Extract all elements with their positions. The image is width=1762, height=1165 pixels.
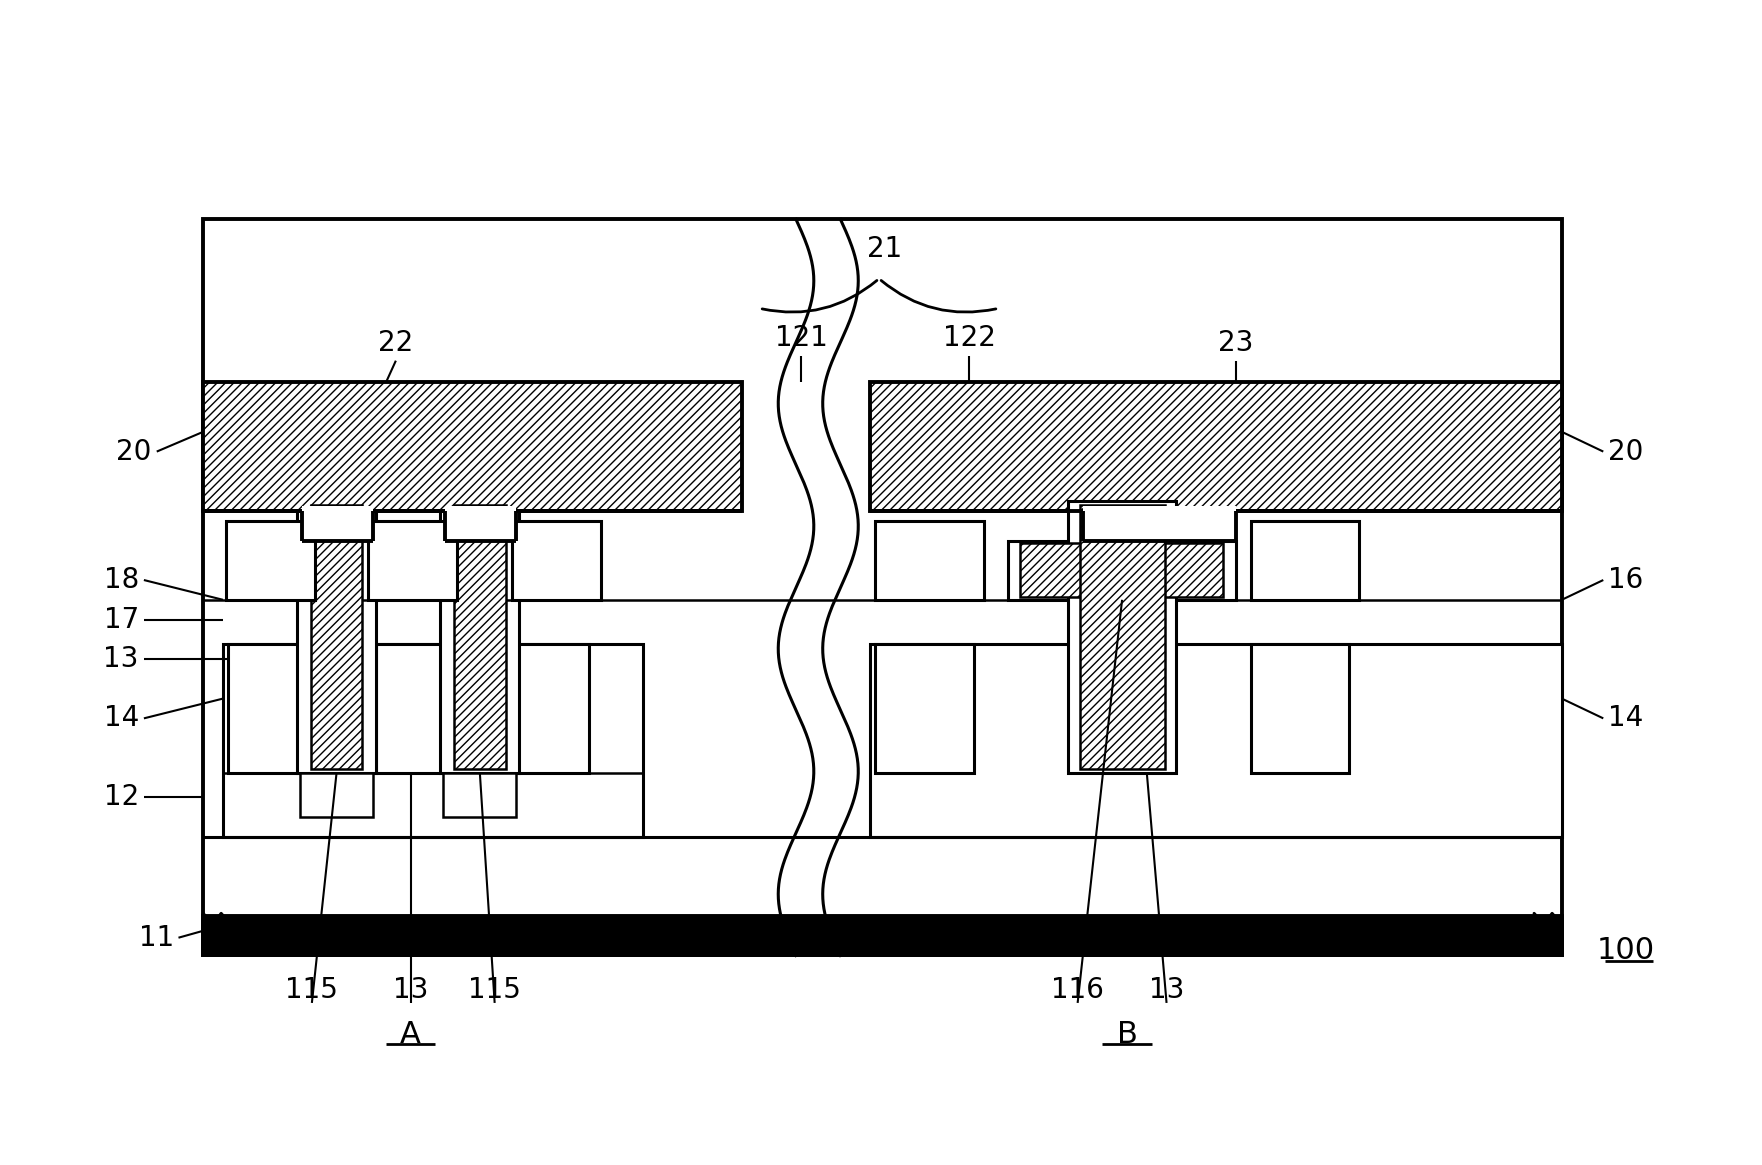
Bar [226,521,315,600]
Bar [455,504,506,769]
Bar [870,644,1561,836]
Text: 20: 20 [1609,438,1644,466]
Bar [876,521,983,600]
Text: 23: 23 [1218,329,1253,356]
Bar [1251,521,1359,600]
Text: 12: 12 [104,783,139,811]
Bar [298,501,375,772]
Bar [870,382,1561,511]
Text: 14: 14 [1609,705,1644,733]
Bar [301,506,374,541]
Text: 115: 115 [469,976,522,1004]
Bar [876,644,974,772]
Bar [444,772,516,817]
Text: 115: 115 [285,976,338,1004]
Bar [1020,543,1223,596]
Bar [203,219,1561,955]
Text: 13: 13 [393,976,428,1004]
Text: 17: 17 [104,606,139,634]
Bar [1080,504,1165,769]
Text: A: A [400,1021,421,1048]
Text: 116: 116 [1052,976,1105,1004]
Bar [300,772,374,817]
Text: 16: 16 [1609,566,1644,594]
Text: 13: 13 [104,645,139,673]
Bar [1008,541,1235,600]
Bar [203,382,742,511]
Bar [1068,501,1177,772]
Text: 122: 122 [943,324,996,352]
Text: 100: 100 [1596,935,1655,965]
Bar [513,521,601,600]
Bar [310,504,363,769]
Text: 18: 18 [104,566,139,594]
Text: 121: 121 [775,324,828,352]
Bar [375,644,455,772]
Bar [1251,644,1350,772]
Text: 22: 22 [379,329,414,356]
Bar [227,644,307,772]
Text: B: B [1117,1021,1138,1048]
Bar [1082,506,1235,541]
Bar [446,506,516,541]
Bar [440,501,520,772]
Bar [515,644,589,772]
Text: 14: 14 [104,705,139,733]
Text: 11: 11 [139,924,174,952]
Text: 21: 21 [867,235,902,263]
Bar [224,644,643,836]
Bar [203,916,1561,955]
Text: 13: 13 [1149,976,1184,1004]
Text: 20: 20 [116,438,152,466]
Bar [368,521,456,600]
